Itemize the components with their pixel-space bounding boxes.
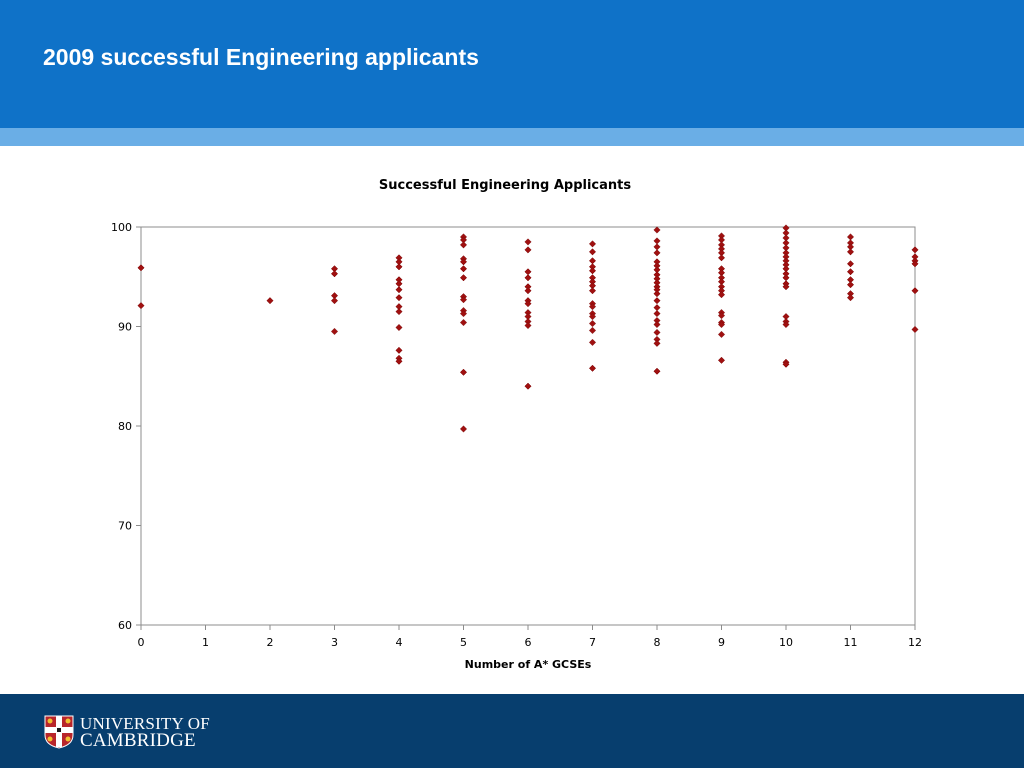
data-point [459, 258, 468, 266]
y-tick-label: 70 [118, 520, 132, 533]
data-point [459, 318, 468, 327]
x-tick-label: 12 [908, 636, 922, 649]
data-point [330, 270, 339, 278]
data-point [524, 300, 532, 308]
data-point [846, 281, 855, 289]
data-point [459, 425, 468, 433]
data-point [782, 360, 790, 368]
data-point [653, 249, 661, 257]
data-point [717, 320, 726, 329]
x-tick-label: 0 [138, 636, 145, 649]
data-point [717, 330, 726, 339]
data-point [395, 346, 403, 354]
data-point [524, 382, 532, 390]
x-tick-label: 9 [718, 636, 725, 649]
data-point [395, 308, 403, 316]
x-tick-label: 11 [844, 636, 858, 649]
x-tick-label: 5 [460, 636, 467, 649]
crest-icon [44, 715, 74, 749]
data-point [782, 320, 790, 329]
data-point [588, 326, 597, 335]
data-point [395, 286, 403, 294]
footer-bar: UNIVERSITY OF CAMBRIDGE [0, 694, 1024, 768]
data-point [588, 338, 597, 346]
data-point [653, 367, 661, 375]
data-point [395, 294, 403, 302]
data-point [395, 263, 403, 271]
data-point [459, 310, 468, 318]
y-tick-label: 80 [118, 420, 132, 433]
slide-title: 2009 successful Engineering applicants [43, 44, 479, 70]
data-point [266, 297, 274, 305]
data-point [459, 265, 468, 273]
y-tick-label: 90 [118, 321, 132, 334]
data-point [524, 287, 532, 295]
y-axis: 60 70 80 90 100 [111, 221, 141, 632]
data-point [846, 268, 855, 276]
data-point [911, 260, 919, 268]
data-point [459, 296, 468, 304]
data-point [846, 260, 855, 268]
x-tick-label: 4 [396, 636, 403, 649]
data-point [588, 248, 597, 256]
data-point [717, 312, 726, 320]
header-bar: 2009 successful Engineering applicants [0, 0, 1024, 128]
data-point [588, 303, 597, 311]
x-tick-label: 3 [331, 636, 338, 649]
logo-line-2: CAMBRIDGE [80, 730, 196, 751]
data-point [524, 246, 532, 254]
data-point [459, 274, 468, 282]
header-stripe [0, 128, 1024, 146]
university-logo: UNIVERSITY OF CAMBRIDGE [44, 712, 210, 752]
x-tick-label: 6 [525, 636, 532, 649]
data-point [653, 226, 661, 234]
data-point [588, 312, 597, 321]
x-tick-label: 7 [589, 636, 596, 649]
data-point [911, 325, 919, 334]
data-point [717, 356, 726, 364]
data-point [588, 319, 597, 328]
x-tick-label: 1 [202, 636, 209, 649]
data-point [588, 267, 597, 275]
logo-line-1: UNIVERSITY OF [80, 714, 210, 733]
data-point [588, 287, 597, 295]
data-point [846, 248, 855, 256]
scatter-chart: Successful Engineering Applicants 607080… [111, 178, 922, 671]
x-tick-label: 8 [654, 636, 661, 649]
data-point [911, 246, 919, 254]
data-point [911, 287, 919, 295]
chart-title: Successful Engineering Applicants [379, 178, 631, 193]
data-point [846, 294, 855, 302]
data-point [459, 241, 468, 249]
data-point [524, 321, 532, 330]
data-point [137, 264, 145, 272]
data-point [653, 297, 661, 305]
data-point [717, 291, 726, 299]
x-tick-label: 2 [267, 636, 274, 649]
data-point [395, 357, 403, 365]
x-axis-label: Number of A* GCSEs [465, 658, 592, 671]
data-point [653, 310, 661, 318]
data-point [330, 297, 339, 305]
chart-area: Successful Engineering Applicants 60 70 80… [0, 146, 1024, 694]
x-axis: 0 1 2 3 4 5 6 7 8 9 10 11 12 [138, 625, 922, 649]
data-point [524, 238, 532, 246]
data-point [459, 368, 468, 376]
data-point [782, 283, 790, 291]
data-point [524, 274, 532, 282]
data-point [588, 364, 597, 372]
data-point [653, 339, 661, 347]
data-point [137, 302, 145, 310]
data-point [653, 320, 661, 329]
x-tick-label: 10 [779, 636, 793, 649]
data-point [330, 327, 339, 336]
data-point [395, 323, 403, 332]
data-point [717, 254, 726, 262]
y-tick-label: 60 [118, 619, 132, 632]
data-points [137, 224, 919, 433]
data-point [653, 290, 661, 298]
data-point [653, 328, 661, 337]
y-tick-label: 100 [111, 221, 132, 234]
data-point [588, 240, 597, 248]
